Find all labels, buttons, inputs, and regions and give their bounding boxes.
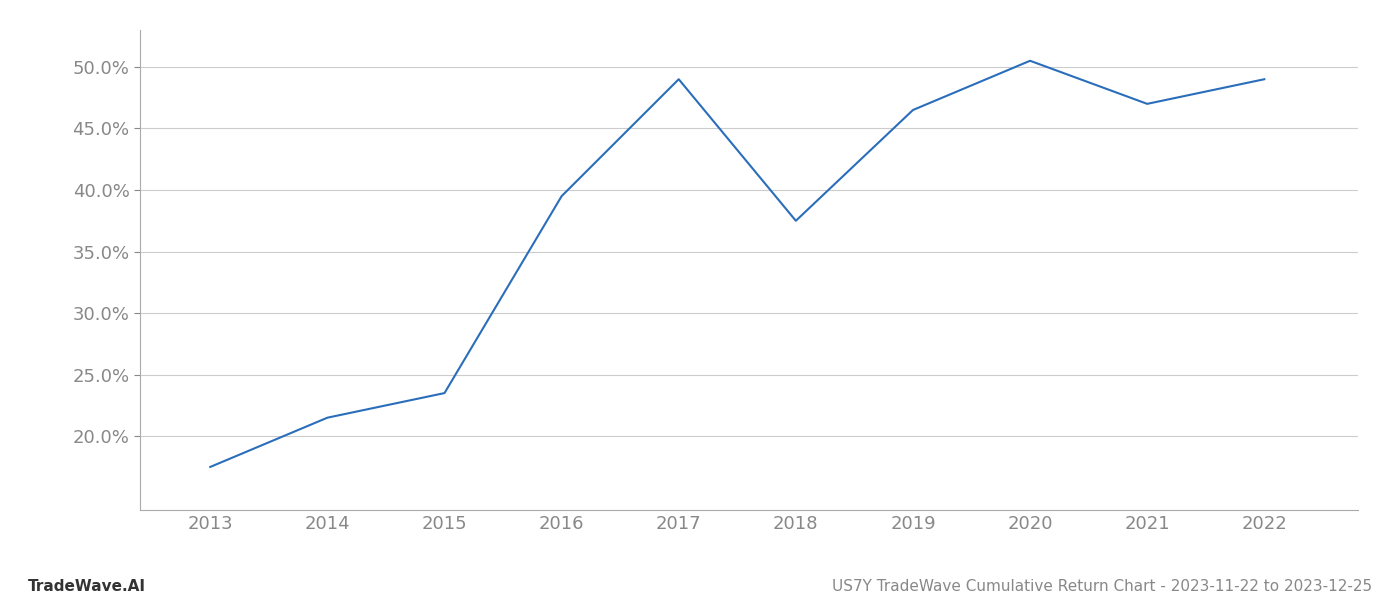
Text: TradeWave.AI: TradeWave.AI: [28, 579, 146, 594]
Text: US7Y TradeWave Cumulative Return Chart - 2023-11-22 to 2023-12-25: US7Y TradeWave Cumulative Return Chart -…: [832, 579, 1372, 594]
